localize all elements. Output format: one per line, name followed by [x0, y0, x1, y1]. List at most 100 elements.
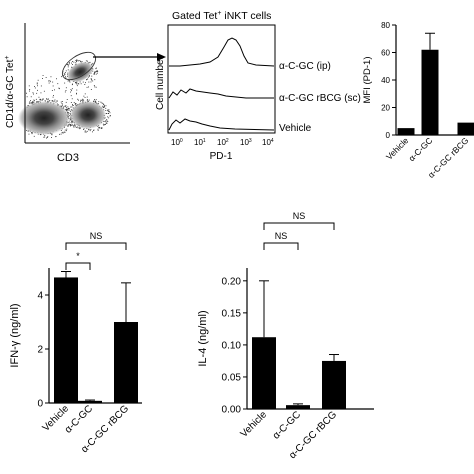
flow-dot	[82, 81, 84, 83]
flow-dot	[67, 108, 69, 110]
significance-bracket	[263, 222, 335, 230]
flow-dot	[92, 131, 93, 133]
flow-dot	[100, 127, 102, 129]
flow-dot	[68, 108, 70, 110]
flow-dot	[63, 75, 65, 76]
flow-dot	[64, 82, 66, 84]
flow-dot	[51, 100, 53, 102]
flow-dot	[80, 61, 82, 63]
flow-dot	[88, 75, 90, 77]
flow-dot	[84, 130, 86, 132]
flow-dot	[95, 86, 97, 88]
il4-bar-chart: 0.00 0.05 0.10 0.15 0.20 IL-4 (ng/ml) Vehicle α…	[197, 211, 374, 461]
flow-population-right	[70, 101, 106, 129]
flow-dot	[75, 62, 77, 64]
flow-dot	[103, 124, 105, 125]
bar	[78, 400, 102, 403]
flow-dot	[86, 86, 88, 88]
y-tick-label: 0.00	[222, 405, 242, 416]
flow-dot	[67, 66, 69, 68]
flow-dot	[87, 60, 88, 62]
flow-population-tet	[66, 61, 94, 83]
flow-dot	[42, 78, 43, 79]
significance-bracket	[263, 242, 299, 250]
flow-dot-plot: CD1d/α-GC Tet+ CD3	[4, 23, 130, 164]
flow-dot	[31, 132, 33, 134]
flow-dot	[52, 96, 54, 98]
flow-dot	[76, 89, 78, 91]
flow-dot	[102, 106, 104, 108]
flow-dot	[33, 99, 35, 101]
flow-dot	[73, 61, 75, 63]
flow-dot	[58, 87, 60, 89]
flow-dot	[107, 109, 108, 111]
flow-dot	[95, 73, 97, 75]
y-tick-label: 0.20	[222, 276, 242, 287]
flow-dot	[60, 101, 62, 103]
flow-dot	[32, 101, 34, 103]
histogram-trace-vehicle	[168, 118, 275, 131]
histogram-trace-ip	[169, 37, 275, 67]
flow-dot	[78, 99, 79, 101]
flow-dot	[93, 100, 95, 102]
flow-dot	[64, 91, 66, 93]
flow-dot	[77, 83, 79, 84]
flow-dot	[65, 90, 67, 91]
flow-dot	[44, 100, 46, 102]
flow-dot	[34, 86, 35, 87]
flow-dot	[75, 60, 77, 61]
flow-dot	[94, 71, 96, 72]
bar	[286, 405, 310, 409]
flow-dot	[28, 133, 30, 135]
flow-dot	[59, 88, 60, 90]
flow-dot	[75, 103, 77, 105]
flow-dot	[69, 118, 71, 119]
flow-dot	[75, 82, 77, 84]
flow-dot	[93, 101, 94, 103]
flow-dot	[65, 70, 67, 72]
flow-dot	[74, 124, 76, 126]
flow-dot	[67, 64, 69, 66]
flow-dot	[107, 121, 109, 122]
flow-dot	[35, 98, 37, 100]
flow-dot	[29, 102, 31, 104]
flow-dot	[67, 109, 69, 111]
flow-dot	[76, 61, 77, 62]
flow-dot	[109, 115, 111, 116]
flow-dot	[106, 113, 108, 114]
flow-dot	[107, 116, 109, 118]
flow-dot	[28, 102, 30, 104]
flow-dot	[91, 63, 93, 65]
flow-dot	[73, 125, 75, 126]
flow-dot	[65, 87, 67, 89]
flow-dot	[88, 86, 89, 88]
flow-dot	[94, 101, 96, 103]
flow-dot	[104, 105, 105, 107]
flow-dot	[67, 69, 69, 71]
flow-dot	[68, 123, 70, 125]
flow-dot	[95, 68, 97, 70]
flow-dot	[103, 106, 105, 108]
flow-dot	[80, 99, 82, 101]
y-tick-label: 0.05	[222, 372, 242, 383]
significance-label: NS	[275, 231, 288, 241]
flow-dot	[73, 126, 75, 128]
flow-dot	[60, 133, 62, 135]
flow-dot	[93, 74, 95, 75]
flow-gate	[61, 51, 97, 81]
y-axis-label: IL-4 (ng/ml)	[197, 310, 209, 366]
flow-dot	[52, 100, 54, 102]
flow-dot	[47, 98, 49, 100]
significance-bracket	[65, 262, 91, 270]
y-tick-label: 2	[37, 345, 43, 356]
flow-dot	[86, 96, 88, 98]
flow-dot	[43, 136, 45, 138]
flow-dot	[37, 79, 39, 81]
flow-dot	[85, 82, 86, 84]
flow-dot	[26, 92, 27, 94]
flow-dot	[84, 93, 86, 95]
flow-dot	[86, 99, 88, 101]
histogram-tick-0: 100	[171, 138, 183, 147]
flow-dot	[88, 81, 90, 83]
flow-dot	[94, 72, 95, 73]
